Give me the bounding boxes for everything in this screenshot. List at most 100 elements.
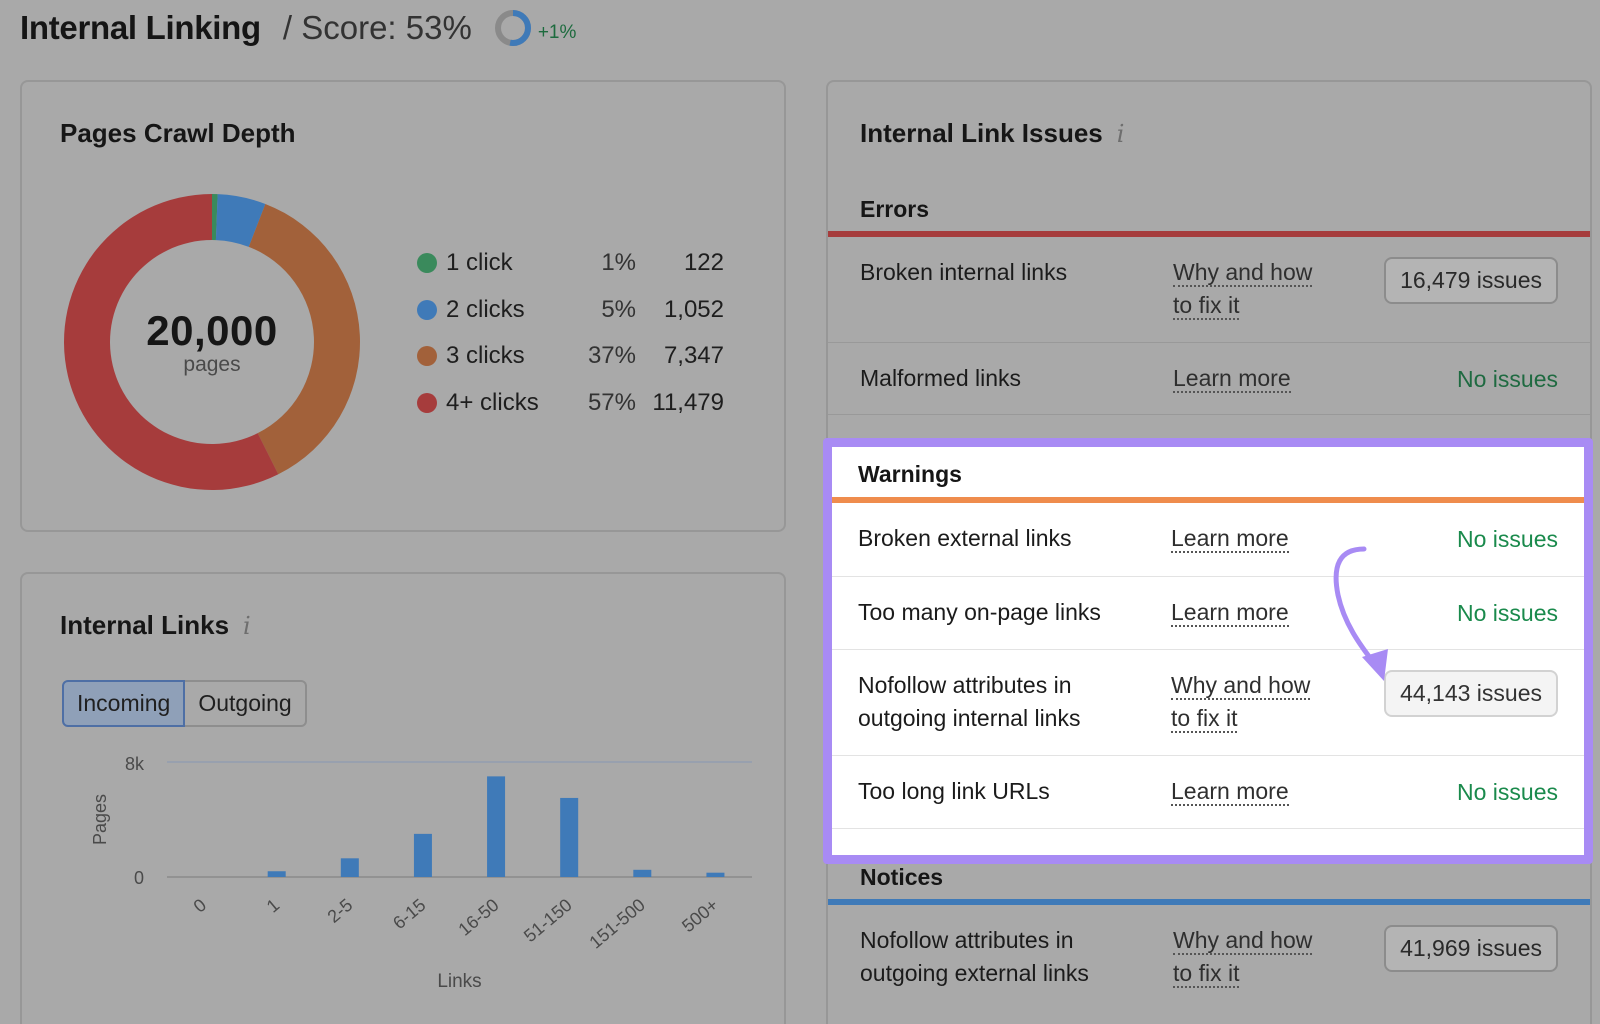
legend-dot <box>417 346 437 367</box>
issue-name: Nofollow attributes in outgoing internal … <box>858 669 1080 735</box>
why-and-how-link[interactable]: Why and how to fix it <box>1173 256 1313 322</box>
direction-toggle: Incoming Outgoing <box>62 680 307 727</box>
issue-name: Malformed links <box>860 362 1021 395</box>
annotation-arrow-icon <box>1333 546 1388 681</box>
issue-row: Too long link URLs Learn more No issues <box>832 756 1584 829</box>
legend-count: 122 <box>683 249 724 277</box>
x-tick-label: 0 <box>190 895 211 917</box>
internal-links-title-text: Internal Links <box>60 610 230 640</box>
legend-percent: 57% <box>587 388 636 416</box>
info-icon[interactable]: i <box>243 612 251 640</box>
legend-percent: 37% <box>587 342 636 370</box>
legend-percent: 1% <box>601 249 636 277</box>
issue-name-line: outgoing internal links <box>858 705 1081 731</box>
warnings-highlight-box: Warnings Broken external links Learn mor… <box>823 438 1593 864</box>
issues-count-badge[interactable]: 16,479 issues <box>1384 257 1558 304</box>
legend-label: 4+ clicks <box>446 388 539 416</box>
x-tick-label: 1 <box>263 895 284 917</box>
legend-row[interactable]: 1 click 1% 122 <box>417 240 737 287</box>
legend-count: 7,347 <box>663 342 724 370</box>
page-title: Internal Linking <box>20 9 261 46</box>
issue-row: Broken internal links Why and how to fix … <box>828 237 1590 343</box>
notices-divider <box>828 899 1590 905</box>
why-and-how-link[interactable]: Why and how to fix it <box>1173 924 1313 990</box>
link-line: Learn more <box>1171 525 1289 553</box>
legend-label: 1 click <box>446 249 513 277</box>
issues-count-badge[interactable]: 41,969 issues <box>1384 925 1558 972</box>
learn-more-link[interactable]: Learn more <box>1171 775 1289 808</box>
histogram-bar <box>560 797 579 877</box>
donut-slice-3-clicks[interactable] <box>248 203 361 475</box>
y-tick-label: 8k <box>125 754 145 774</box>
y-axis-label: Pages <box>90 794 110 845</box>
learn-more-link[interactable]: Learn more <box>1173 362 1291 395</box>
issue-name-line: outgoing external links <box>860 960 1089 986</box>
legend-row[interactable]: 2 clicks 5% 1,052 <box>417 287 737 334</box>
issue-name-line: Too many on-page links <box>858 599 1101 625</box>
legend-row[interactable]: 4+ clicks 57% 11,479 <box>417 380 737 427</box>
legend-row[interactable]: 3 clicks 37% 7,347 <box>417 333 737 380</box>
link-line: to fix it <box>1171 705 1238 733</box>
score-delta: +1% <box>537 22 577 43</box>
x-tick-label: 51-150 <box>520 895 576 946</box>
legend-count: 11,479 <box>652 388 724 416</box>
issue-name: Nofollow attributes in outgoing external … <box>860 924 1089 990</box>
link-line: Learn more <box>1171 599 1289 627</box>
donut-center: 20,000 pages <box>62 192 362 492</box>
issue-name-line: Broken external links <box>858 525 1072 551</box>
issue-row: Too many on-page links Learn more No iss… <box>832 577 1584 650</box>
issue-name: Too long link URLs <box>858 775 1050 808</box>
no-issues-status: No issues <box>1457 600 1558 626</box>
tab-incoming[interactable]: Incoming <box>62 680 186 727</box>
issue-name-line: Too long link URLs <box>858 778 1050 804</box>
internal-links-card: Internal Links i Incoming Outgoing 8k 0 Pag… <box>20 572 786 1024</box>
donut-slice-2-clicks[interactable] <box>215 194 266 247</box>
issue-row: Nofollow attributes in outgoing external … <box>828 905 1590 1015</box>
histogram-bar <box>487 776 506 877</box>
internal-links-title: Internal Links i <box>60 610 251 641</box>
donut-slice-1-click[interactable] <box>212 194 218 241</box>
issue-name-line: Nofollow attributes in <box>858 672 1072 698</box>
warnings-divider <box>832 497 1584 503</box>
donut-slice-4-clicks[interactable] <box>64 194 279 490</box>
no-issues-status: No issues <box>1457 526 1558 552</box>
crawl-depth-donut[interactable]: 20,000 pages <box>62 192 362 492</box>
info-icon[interactable]: i <box>1116 120 1125 148</box>
issue-row: Malformed links Learn more No issues <box>828 343 1590 415</box>
issues-count-badge[interactable]: 44,143 issues <box>1384 670 1558 717</box>
link-line: Why and how <box>1173 927 1313 955</box>
legend-percent: 5% <box>601 295 636 323</box>
legend-dot <box>417 253 437 274</box>
issue-row: Nofollow attributes in outgoing internal … <box>832 650 1584 756</box>
histogram-bar <box>706 872 725 877</box>
no-issues-status: No issues <box>1457 366 1558 392</box>
link-line: Why and how <box>1173 259 1313 287</box>
legend-count: 1,052 <box>663 295 724 323</box>
warnings-section-title: Warnings <box>858 461 962 487</box>
issues-title: Internal Link Issues i <box>860 118 1124 149</box>
score-ring-icon <box>494 10 531 46</box>
x-tick-label: 151-500 <box>585 895 648 953</box>
histogram-bar <box>340 858 359 877</box>
learn-more-link[interactable]: Learn more <box>1171 522 1289 555</box>
link-line: Learn more <box>1171 778 1289 806</box>
no-issues-status: No issues <box>1457 779 1558 805</box>
histogram-bar <box>267 871 286 877</box>
learn-more-link[interactable]: Learn more <box>1171 596 1289 629</box>
legend-label: 3 clicks <box>446 342 525 370</box>
x-tick-label: 500+ <box>678 895 722 936</box>
x-tick-label: 2-5 <box>324 895 357 927</box>
total-pages: 20,000 <box>146 307 278 354</box>
x-tick-label: 16-50 <box>455 895 503 940</box>
link-line: Why and how <box>1171 672 1311 700</box>
crawl-depth-legend: 1 click 1% 122 2 clicks 5% 1,052 3 click… <box>417 240 737 426</box>
issue-name-line: Nofollow attributes in <box>860 927 1074 953</box>
why-and-how-link[interactable]: Why and how to fix it <box>1171 669 1311 735</box>
tab-outgoing[interactable]: Outgoing <box>185 680 307 727</box>
issue-name: Broken external links <box>858 522 1072 555</box>
issue-row: Broken external links Learn more No issu… <box>832 503 1584 577</box>
link-line: to fix it <box>1173 960 1240 988</box>
issues-title-text: Internal Link Issues <box>860 118 1103 148</box>
internal-links-histogram: 8k 0 Pages 0 1 2-5 6-15 16-50 51-150 151-500 500+ L… <box>90 754 752 992</box>
histogram-bar <box>413 833 432 877</box>
